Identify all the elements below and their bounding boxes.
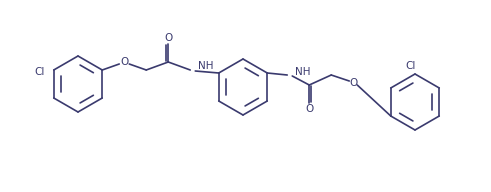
Text: O: O [164, 33, 172, 43]
Text: Cl: Cl [406, 61, 416, 71]
Text: O: O [349, 78, 357, 88]
Text: NH: NH [295, 67, 311, 77]
Text: O: O [305, 104, 313, 114]
Text: Cl: Cl [34, 67, 45, 77]
Text: NH: NH [198, 61, 214, 71]
Text: O: O [120, 57, 128, 67]
